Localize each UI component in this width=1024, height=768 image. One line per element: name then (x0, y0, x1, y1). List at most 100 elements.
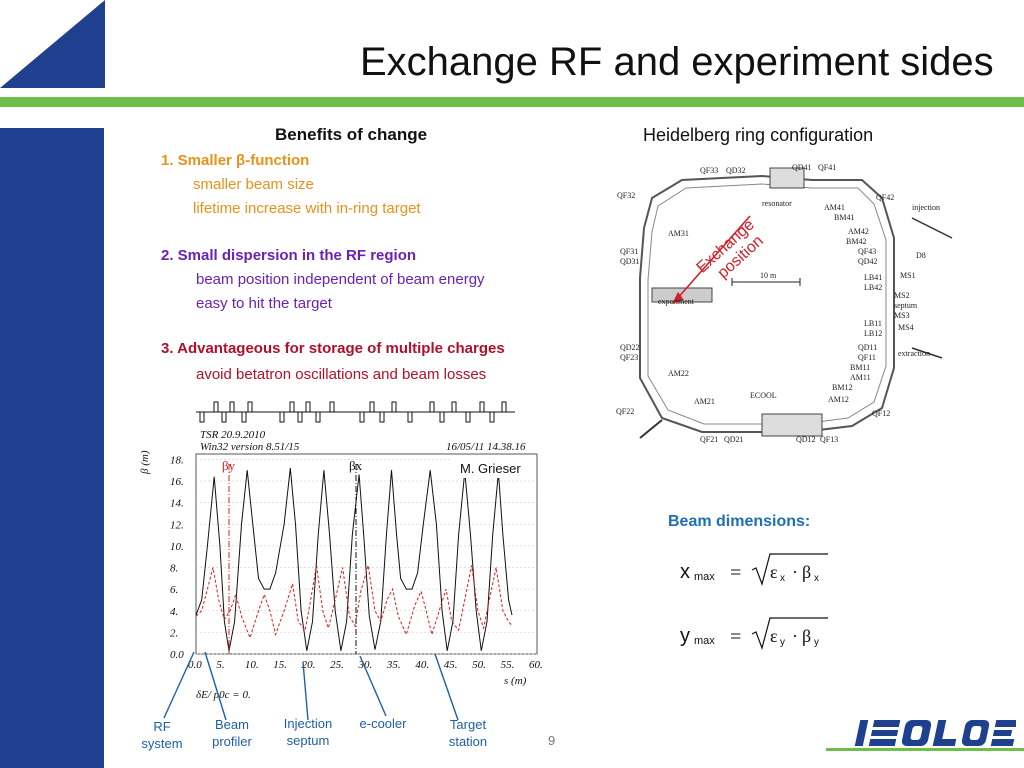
ecool-box (761, 413, 823, 437)
beta-y-label: βy (222, 458, 236, 473)
x-tick-label: 55. (501, 659, 515, 671)
label-qf33: QF33 (700, 166, 718, 175)
label-qf41: QF41 (818, 163, 836, 172)
label-am31: AM31 (668, 229, 689, 238)
exchange-arrow (675, 215, 751, 301)
label-lb11: LB11 (864, 319, 882, 328)
x-beta-sub: x (814, 573, 819, 584)
plot-header-left-2: Win32 version 8.51/15 (200, 441, 300, 453)
x-sqrt (751, 553, 828, 586)
label-injection: injection (912, 203, 940, 212)
label-qf21: QF21 (700, 435, 718, 444)
benefit-3-heading: 3. Advantageous for storage of multiple … (161, 340, 505, 357)
lattice-element (297, 411, 303, 423)
y-axis-label: β (m) (139, 450, 151, 475)
y-tick-label: 16. (170, 476, 184, 488)
lattice-element (315, 411, 321, 423)
caption-target-station: Target station (448, 717, 488, 749)
x-max-sub: max (694, 571, 715, 583)
lattice-element (451, 401, 457, 413)
benefit-1-heading: 1. Smaller β-function (161, 152, 310, 169)
y-eq: = (730, 626, 741, 648)
label-resonator: resonator (762, 199, 792, 208)
lattice-element (465, 411, 471, 423)
y-tick-label: 18. (170, 454, 184, 466)
label-lb12: LB12 (864, 329, 882, 338)
beta-y-curve (195, 565, 513, 640)
lattice-element (489, 411, 495, 423)
label-qf31: QF31 (620, 247, 638, 256)
label-qd11: QD11 (858, 343, 877, 352)
label-qf12: QF12 (872, 409, 890, 418)
beta-x-curve (195, 468, 513, 651)
y-tick-label: 2. (170, 627, 178, 639)
y-dot: · (792, 626, 798, 646)
label-qf11: QF11 (858, 353, 876, 362)
caption-injection-septum: Injection septum (283, 716, 333, 748)
experiment-box (651, 287, 713, 303)
label-septum: septum (894, 301, 918, 310)
caption-e-cooler: e-cooler (359, 716, 407, 731)
y-tick-label: 8. (170, 563, 178, 575)
resonator-box (769, 167, 805, 189)
label-ms3: MS3 (894, 311, 910, 320)
label-am11: AM11 (850, 373, 871, 382)
x-tick-label: 40. (415, 659, 429, 671)
label-am22: AM22 (668, 369, 689, 378)
corner-triangle (0, 0, 105, 88)
lattice-element (479, 401, 485, 413)
label-qd22: QD22 (620, 343, 640, 352)
injection-line (911, 217, 953, 239)
lattice-element (407, 411, 413, 423)
lattice-element (279, 411, 285, 423)
x-epsilon-sub: x (780, 573, 785, 584)
beam-dimensions-heading: Beam dimensions: (668, 513, 811, 530)
label-ms4: MS4 (898, 323, 914, 332)
label-lb41: LB41 (864, 273, 882, 282)
label-ms1: MS1 (900, 271, 916, 280)
lattice-element (391, 401, 397, 413)
lattice-element (359, 411, 365, 423)
label-ms2: MS2 (894, 291, 910, 300)
lattice-element (439, 411, 445, 423)
label-am21: AM21 (694, 397, 715, 406)
y-sqrt (751, 617, 828, 650)
beta-x-label: βx (349, 458, 363, 473)
benefit-1-line-1: smaller beam size (193, 176, 314, 193)
label-extraction: extraction (898, 349, 930, 358)
label-lb42: LB42 (864, 283, 882, 292)
label-qd12: QD12 (796, 435, 816, 444)
x-tick-label: 50. (472, 659, 486, 671)
isolde-logo (854, 720, 1016, 746)
label-am42: AM42 (848, 227, 869, 236)
x-max-var: x (680, 561, 690, 583)
label-bm41: BM41 (834, 213, 854, 222)
beam-dimension-formulas: x max = ε x · β x y max = ε y · β y (680, 553, 828, 650)
label-ecool: ECOOL (750, 391, 777, 400)
y-tick-label: 14. (170, 498, 184, 510)
label-experiment: experiment (658, 297, 695, 306)
benefit-1-line-2: lifetime increase with in-ring target (193, 200, 421, 217)
footer-rule (826, 748, 1024, 751)
y-tick-label: 12. (170, 519, 184, 531)
slide-title: Exchange RF and experiment sides (360, 40, 994, 84)
lattice-element (329, 401, 335, 413)
y-tick-label: 10. (170, 541, 184, 553)
lattice-element (229, 401, 235, 413)
header-rule (0, 97, 1024, 107)
ring-heading: Heidelberg ring configuration (643, 125, 874, 145)
plot-grid (196, 459, 537, 655)
lattice-element (501, 401, 507, 413)
x-ticks: 0.0 5. 10. 15. 20. 25. 30. 35. 40. 45. 50. 55. 60. (188, 659, 543, 671)
lattice-element (289, 401, 295, 413)
x-eq: = (730, 562, 741, 584)
lattice-strip (196, 401, 515, 423)
label-qf43: QF43 (858, 247, 876, 256)
y-tick-label: 6. (170, 584, 178, 596)
caption-rf-system: RF system (141, 719, 183, 751)
x-tick-label: 10. (245, 659, 259, 671)
x-dot: · (792, 562, 798, 582)
y-tick-label: 0.0 (170, 649, 184, 661)
dispersion-note: δE/ p0c = 0. (196, 689, 251, 701)
benefits-heading: Benefits of change (275, 125, 428, 144)
